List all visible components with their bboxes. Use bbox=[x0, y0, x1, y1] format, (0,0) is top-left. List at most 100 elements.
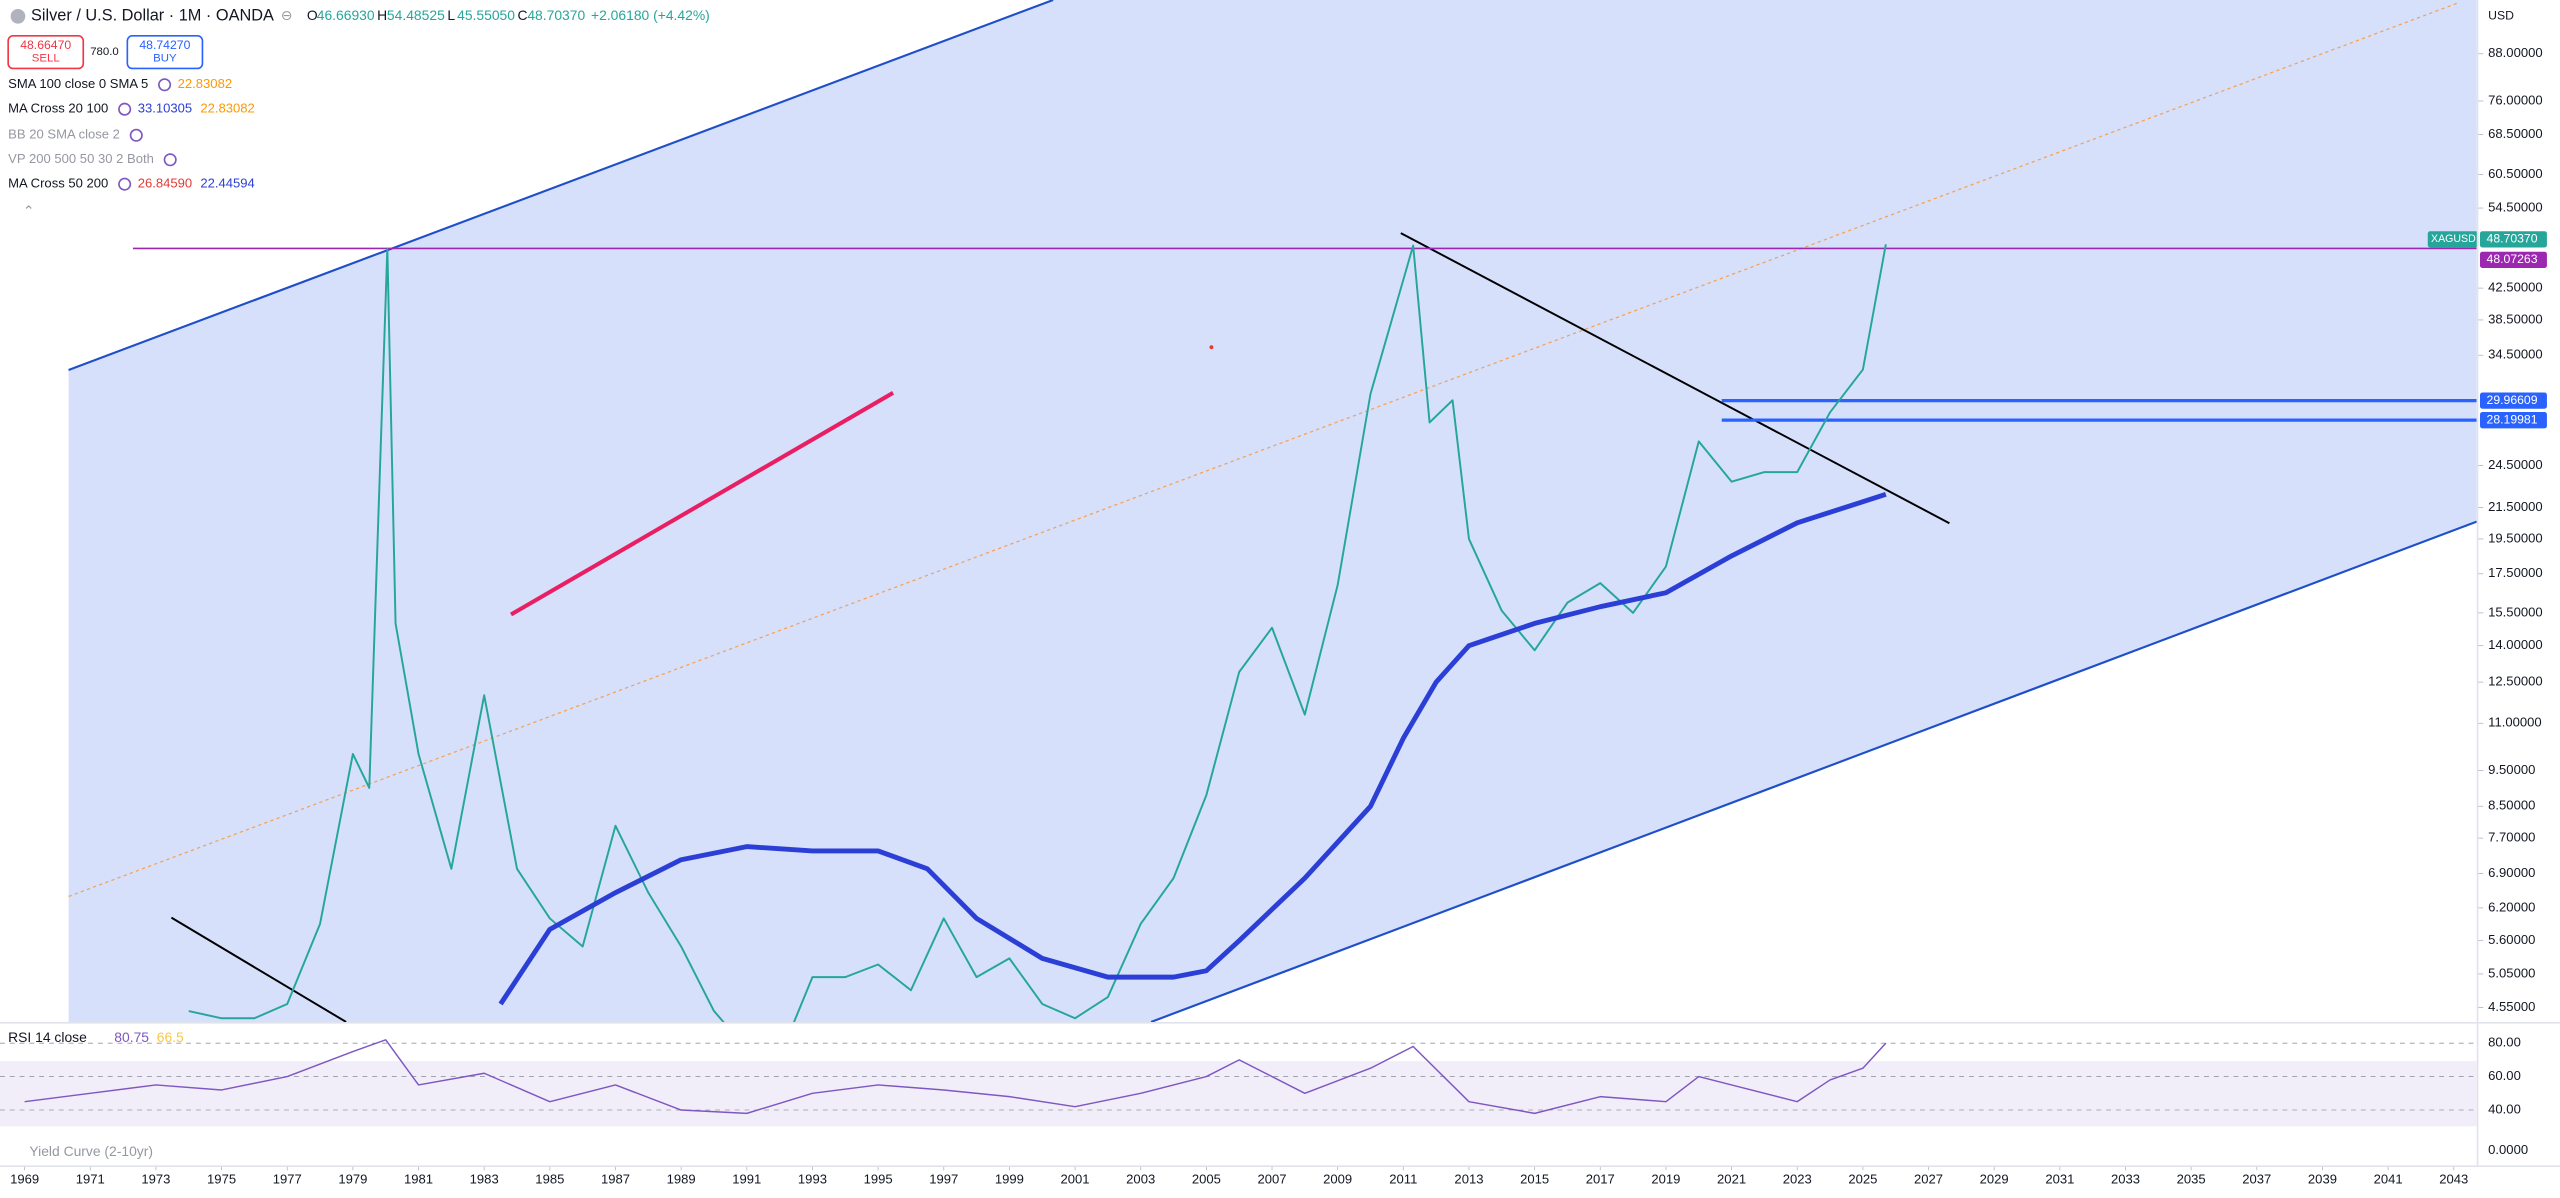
x-tick-label: 2043 bbox=[2439, 1172, 2468, 1187]
trend-line bbox=[170, 916, 347, 1022]
y-tick-label: 14.00000 bbox=[2488, 637, 2542, 652]
indicator-settings[interactable] bbox=[158, 78, 172, 92]
x-tick-label: 2017 bbox=[1586, 1172, 1615, 1187]
trend-line bbox=[1400, 232, 1950, 525]
y-tick-label: 21.50000 bbox=[2488, 499, 2542, 514]
x-tick-label: 1975 bbox=[207, 1172, 236, 1187]
x-tick-label: 2011 bbox=[1389, 1172, 1417, 1187]
x-tick-label: 2025 bbox=[1848, 1172, 1877, 1187]
dot bbox=[1209, 345, 1214, 350]
channel-median bbox=[68, 2, 2458, 898]
rsi-tick-label: 60.00 bbox=[2488, 1068, 2521, 1083]
ohlc-high-label: H bbox=[377, 7, 387, 23]
y-tick-label: 7.70000 bbox=[2488, 830, 2535, 845]
x-tick-label: 2027 bbox=[1914, 1172, 1943, 1187]
x-tick-label: 1987 bbox=[601, 1172, 630, 1187]
rsi-value: 66.5 bbox=[157, 1029, 184, 1045]
indicator-name[interactable]: MA Cross 20 100 bbox=[8, 101, 108, 116]
y-tick-label: 54.50000 bbox=[2488, 200, 2542, 215]
x-tick-label: 2041 bbox=[2374, 1172, 2403, 1187]
x-tick-label: 2033 bbox=[2111, 1172, 2140, 1187]
x-tick-label: 2015 bbox=[1520, 1172, 1549, 1187]
y-tick-label: 17.50000 bbox=[2488, 565, 2542, 580]
ohlc-low-label: L bbox=[447, 7, 455, 23]
x-tick-label: 2007 bbox=[1257, 1172, 1286, 1187]
price-badge-label: 28.19981 bbox=[2487, 412, 2538, 426]
x-tick-label: 1979 bbox=[338, 1172, 367, 1187]
price-badge bbox=[2480, 251, 2547, 269]
indicator-name[interactable]: SMA 100 close 0 SMA 5 bbox=[8, 76, 148, 91]
x-tick-label: 2023 bbox=[1783, 1172, 1812, 1187]
chart-title[interactable]: Silver / U.S. Dollar · 1M · OANDA bbox=[31, 7, 274, 25]
x-tick-label: 1971 bbox=[76, 1172, 105, 1187]
buy-label: BUY bbox=[153, 53, 177, 65]
ohlc-open: 46.66930 bbox=[317, 7, 375, 23]
rsi-title: RSI 14 close bbox=[8, 1029, 87, 1045]
indicator-name[interactable]: VP 200 500 50 30 2 Both bbox=[8, 151, 154, 166]
price-badge-label: 29.96609 bbox=[2487, 393, 2538, 407]
x-tick-label: 2003 bbox=[1126, 1172, 1155, 1187]
drawings bbox=[68, 0, 2477, 1022]
y-tick-label: 15.50000 bbox=[2488, 604, 2542, 619]
x-tick-label: 2019 bbox=[1651, 1172, 1680, 1187]
series-line bbox=[188, 244, 1887, 1022]
indicator-value: 22.44594 bbox=[200, 176, 254, 191]
buy-button[interactable] bbox=[126, 35, 204, 70]
indicator-name[interactable]: BB 20 SMA close 2 bbox=[8, 127, 120, 142]
eye-icon[interactable]: ⊖ bbox=[281, 7, 293, 23]
x-tick-label: 1997 bbox=[929, 1172, 958, 1187]
series-line bbox=[498, 491, 1887, 1006]
y-tick-label: 11.00000 bbox=[2488, 715, 2541, 730]
x-tick-label: 1969 bbox=[10, 1172, 39, 1187]
y-tick-label: 42.50000 bbox=[2488, 280, 2542, 295]
y-tick-label: 38.50000 bbox=[2488, 311, 2542, 326]
sell-price: 48.66470 bbox=[20, 38, 71, 52]
channel-upper bbox=[68, 0, 1054, 371]
y-tick-label: 6.20000 bbox=[2488, 899, 2535, 914]
rsi-tick-label: 40.00 bbox=[2488, 1101, 2521, 1116]
y-tick-label: 5.60000 bbox=[2488, 932, 2535, 947]
x-tick-label: 2009 bbox=[1323, 1172, 1352, 1187]
spread: 780.0 bbox=[90, 46, 119, 58]
indicator-name[interactable]: MA Cross 50 200 bbox=[8, 176, 108, 191]
collapse-button[interactable]: ⌃ bbox=[23, 203, 35, 219]
sell-label: SELL bbox=[32, 53, 60, 65]
x-tick-label: 2001 bbox=[1061, 1172, 1090, 1187]
ohlc-close-label: C bbox=[518, 7, 528, 23]
x-tick-label: 2005 bbox=[1192, 1172, 1221, 1187]
indicator-settings[interactable] bbox=[163, 153, 177, 167]
x-tick-label: 1983 bbox=[470, 1172, 499, 1187]
price-badge-label: 48.70370 bbox=[2487, 232, 2538, 246]
y-tick-label: 68.50000 bbox=[2488, 126, 2542, 141]
y-tick-label: 60.50000 bbox=[2488, 166, 2542, 181]
x-tick-label: 2035 bbox=[2177, 1172, 2206, 1187]
rsi-band bbox=[0, 1061, 2477, 1127]
y-tick-label: 4.55000 bbox=[2488, 999, 2535, 1014]
indicator-settings[interactable] bbox=[118, 177, 132, 191]
channel-lower bbox=[1150, 520, 2477, 1022]
indicator-value: 26.84590 bbox=[138, 176, 192, 191]
x-tick-label: 1999 bbox=[995, 1172, 1024, 1187]
channel-fill bbox=[68, 0, 2477, 1022]
x-tick-label: 2013 bbox=[1454, 1172, 1483, 1187]
ohlc-close: 48.70370 bbox=[527, 7, 585, 23]
y-tick-label: 9.50000 bbox=[2488, 762, 2535, 777]
x-tick-label: 2039 bbox=[2308, 1172, 2337, 1187]
price-badge-label: 48.07263 bbox=[2487, 252, 2538, 266]
indicator-legend: SMA 100 close 0 SMA 5 22.83082 MA Cross 20… bbox=[8, 76, 255, 191]
indicator-settings[interactable] bbox=[129, 128, 143, 142]
plot bbox=[132, 244, 2477, 1022]
symbol-badge bbox=[2427, 231, 2479, 248]
ohlc-open-label: O bbox=[307, 7, 318, 23]
indicator-settings[interactable] bbox=[118, 102, 132, 116]
price-badge bbox=[2480, 231, 2547, 248]
x-tick-label: 2031 bbox=[2045, 1172, 2074, 1187]
y-tick-label: 34.50000 bbox=[2488, 347, 2542, 362]
x-tick-label: 1993 bbox=[798, 1172, 827, 1187]
sell-button[interactable] bbox=[7, 35, 85, 70]
y-tick-label: 24.50000 bbox=[2488, 457, 2542, 472]
rsi-plot bbox=[0, 1039, 2477, 1127]
ohlc-low: 45.55050 bbox=[457, 7, 515, 23]
x-tick-label: 1989 bbox=[667, 1172, 696, 1187]
